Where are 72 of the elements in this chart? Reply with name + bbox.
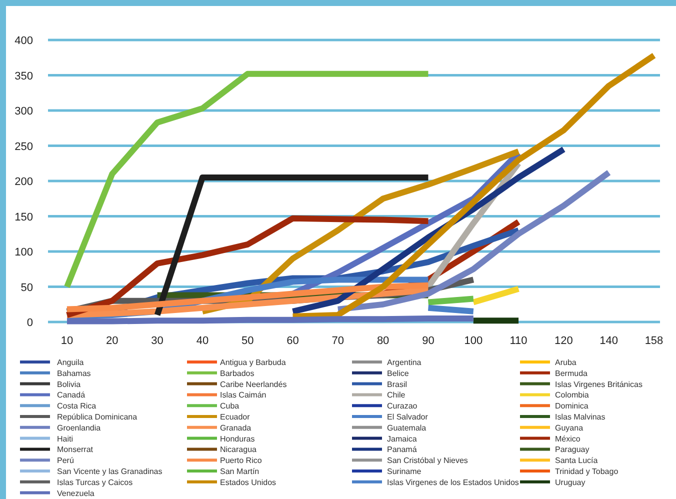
legend-label: Islas Virgenes de los Estados Unidos: [387, 478, 519, 487]
legend-label: Islas Virgenes Británicas: [555, 380, 642, 389]
legend-label: Ecuador: [220, 412, 250, 422]
legend-label: Curazao: [387, 402, 418, 411]
legend-label: San Vicente y las Granadinas: [57, 467, 162, 476]
legend-label: San Cristóbal y Nieves: [387, 456, 468, 466]
legend-label: Bermuda: [555, 368, 588, 378]
legend-label: Groenlandia: [57, 423, 102, 432]
x-tick-label: 20: [106, 335, 118, 347]
legend-label: Trinidad y Tobago: [555, 467, 619, 476]
y-tick-label: 250: [14, 140, 33, 153]
y-tick-label: 150: [14, 211, 33, 224]
x-tick-label: 110: [510, 335, 528, 347]
y-tick-label: 300: [14, 106, 33, 118]
legend-label: Granada: [220, 423, 252, 432]
legend-label: Guatemala: [387, 423, 427, 432]
legend-label: Guyana: [555, 423, 584, 432]
legend-label: Perú: [57, 456, 74, 466]
y-tick-label: 0: [26, 317, 33, 329]
legend-label: Brasil: [387, 380, 408, 389]
legend-label: Santa Lucía: [555, 456, 598, 466]
legend-label: Honduras: [220, 434, 255, 444]
x-tick-label: 10: [60, 335, 74, 347]
legend-label: Suriname: [387, 467, 422, 476]
x-tick-label: 120: [554, 335, 573, 347]
legend-label: Barbados: [220, 368, 254, 378]
x-tick-label: 80: [376, 335, 390, 347]
legend-label: Chile: [387, 390, 406, 400]
legend-label: Bolivia: [57, 380, 82, 389]
legend-label: Dominica: [555, 402, 589, 411]
x-tick-label: 100: [464, 335, 483, 347]
y-tick-label: 100: [14, 246, 33, 258]
legend-label: Antigua y Barbuda: [220, 358, 286, 367]
legend-label: Puerto Rico: [220, 456, 262, 466]
x-tick-label: 60: [286, 335, 299, 347]
legend-label: República Dominicana: [57, 412, 138, 422]
legend-label: Anguila: [57, 358, 84, 367]
legend-label: Islas Turcas y Caicos: [57, 478, 133, 487]
legend-label: Canadá: [57, 390, 86, 400]
legend-label: Costa Rica: [57, 402, 97, 411]
legend-label: Haiti: [57, 434, 74, 444]
legend-label: Nicaragua: [220, 445, 258, 454]
legend-label: Colombia: [555, 390, 590, 400]
x-tick-label: 70: [332, 335, 344, 347]
y-tick-label: 200: [14, 176, 33, 188]
y-tick-label: 350: [14, 70, 33, 82]
x-tick-label: 140: [600, 335, 618, 347]
legend-label: Cuba: [220, 402, 240, 411]
legend-label: Venezuela: [57, 488, 95, 498]
legend-label: Paraguay: [555, 445, 590, 454]
legend-label: Caribe Neerlandés: [220, 380, 287, 389]
x-tick-label: 50: [241, 335, 254, 347]
legend-label: San Martín: [220, 467, 260, 476]
y-tick-label: 400: [14, 35, 33, 47]
legend-label: Panamá: [387, 445, 418, 454]
legend-label: Belice: [387, 368, 410, 378]
legend-label: Bahamas: [57, 368, 91, 378]
legend-label: México: [555, 434, 581, 444]
y-tick-label: 50: [20, 282, 33, 294]
x-tick-label: 40: [196, 335, 209, 347]
legend-label: Uruguay: [555, 478, 586, 487]
legend-label: Argentina: [387, 358, 422, 367]
x-tick-label: 158: [644, 335, 664, 347]
x-tick-label: 90: [422, 335, 434, 347]
legend-label: Estados Unidos: [220, 478, 276, 487]
legend-label: Monserrat: [57, 445, 94, 454]
legend-label: El Salvador: [387, 412, 428, 422]
x-tick-label: 30: [151, 335, 164, 347]
legend-label: Islas Malvinas: [555, 412, 606, 422]
legend-label: Aruba: [555, 358, 577, 367]
legend-label: Jamaica: [387, 434, 418, 444]
legend-label: Islas Caimán: [220, 390, 266, 400]
